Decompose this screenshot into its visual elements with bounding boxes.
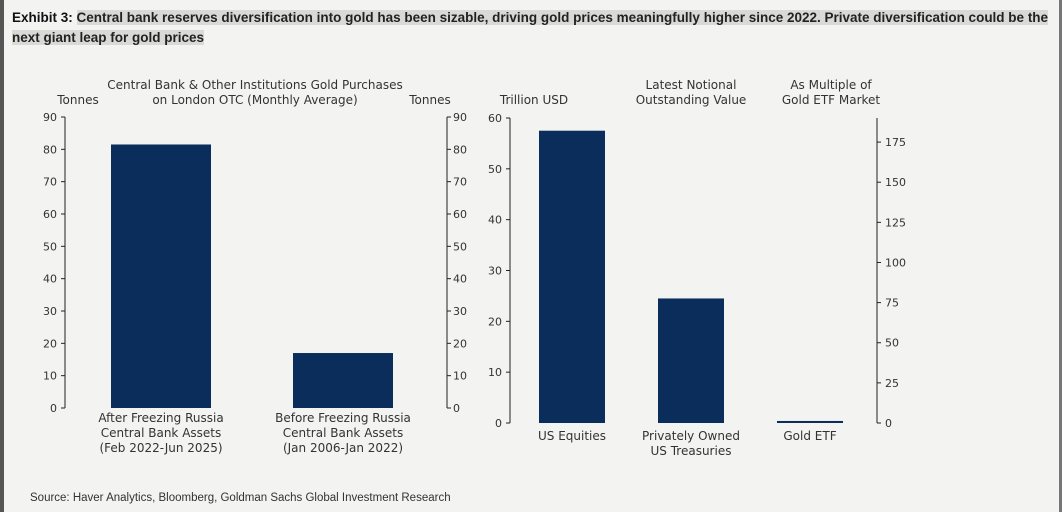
chart2-ylabel-right-line: Gold ETF Market	[782, 93, 881, 107]
chart2-bar	[777, 420, 843, 423]
chart1-title-line: on London OTC (Monthly Average)	[152, 93, 357, 107]
chart1-left-tick-label: 70	[43, 176, 57, 189]
chart1-left-tick-label: 10	[43, 370, 57, 383]
chart2-right-tick-label: 150	[885, 176, 906, 189]
chart1-left-tick-label: 30	[43, 305, 57, 318]
chart1-category-label: Central Bank Assets	[283, 426, 404, 440]
chart1-left-tick-label: 40	[43, 273, 57, 286]
chart2-right-tick-label: 75	[885, 297, 899, 310]
chart2-left-tick-label: 0	[495, 417, 502, 430]
chart1-right-tick-label: 30	[453, 305, 467, 318]
chart1-ylabel-left: Tonnes	[56, 93, 98, 107]
chart1-title-line: Central Bank & Other Institutions Gold P…	[107, 78, 402, 92]
chart1-bar	[293, 353, 393, 408]
chart2-title-line: Latest Notional	[646, 78, 737, 92]
chart1-right-tick-label: 40	[453, 273, 467, 286]
chart2-right-tick-label: 125	[885, 216, 906, 229]
chart2-bar	[658, 298, 724, 423]
chart2-title-line: Outstanding Value	[636, 93, 747, 107]
chart1-right-tick-label: 0	[453, 402, 460, 415]
chart2-right-tick-label: 100	[885, 256, 906, 269]
chart1-category-label: (Jan 2006-Jan 2022)	[283, 441, 403, 455]
chart1-right-tick-label: 20	[453, 337, 467, 350]
frame-left-border	[0, 0, 4, 512]
chart2-right-tick-label: 50	[885, 337, 899, 350]
chart2-left-tick-label: 50	[488, 163, 502, 176]
chart1-right-tick-label: 50	[453, 240, 467, 253]
chart2-category-label: US Treasuries	[651, 444, 732, 458]
chart2-right-tick-label: 25	[885, 377, 899, 390]
chart2-category-label: Privately Owned	[642, 429, 740, 443]
chart1-category-label: After Freezing Russia	[98, 411, 223, 425]
chart1-right-tick-label: 60	[453, 208, 467, 221]
chart1-right-tick-label: 10	[453, 370, 467, 383]
chart2-left-tick-label: 40	[488, 214, 502, 227]
chart1-left-tick-label: 90	[43, 111, 57, 124]
chart2-left-tick-label: 20	[488, 315, 502, 328]
chart1-category-label: Central Bank Assets	[101, 426, 222, 440]
exhibit-label: Exhibit 3:	[12, 10, 73, 25]
chart2-ylabel-left: Trillion USD	[499, 93, 568, 107]
chart1-ylabel-right: Tonnes	[408, 93, 450, 107]
chart2-ylabel-right-line: As Multiple of	[790, 78, 872, 92]
chart-gold-purchases: Central Bank & Other Institutions Gold P…	[43, 78, 467, 455]
chart1-category-label: (Feb 2022-Jun 2025)	[99, 441, 222, 455]
frame-right-border	[1059, 0, 1062, 512]
chart1-left-tick-label: 50	[43, 240, 57, 253]
chart2-category-label: Gold ETF	[783, 429, 836, 443]
chart1-right-tick-label: 70	[453, 176, 467, 189]
chart2-right-tick-label: 0	[885, 417, 892, 430]
chart1-right-tick-label: 90	[453, 111, 467, 124]
chart2-left-tick-label: 10	[488, 366, 502, 379]
source-note: Source: Haver Analytics, Bloomberg, Gold…	[30, 492, 451, 504]
chart2-left-tick-label: 60	[488, 112, 502, 125]
chart2-category-label: US Equities	[538, 429, 606, 443]
exhibit-title: Exhibit 3: Central bank reserves diversi…	[12, 8, 1056, 48]
chart1-right-tick-label: 80	[453, 143, 467, 156]
chart1-category-label: Before Freezing Russia	[275, 411, 411, 425]
chart1-left-tick-label: 60	[43, 208, 57, 221]
chart2-left-tick-label: 30	[488, 265, 502, 278]
chart1-left-tick-label: 0	[50, 402, 57, 415]
chart1-left-tick-label: 20	[43, 337, 57, 350]
chart1-bar	[111, 144, 211, 408]
chart1-left-tick-label: 80	[43, 143, 57, 156]
chart2-right-tick-label: 175	[885, 136, 906, 149]
chart2-bar	[539, 130, 605, 424]
